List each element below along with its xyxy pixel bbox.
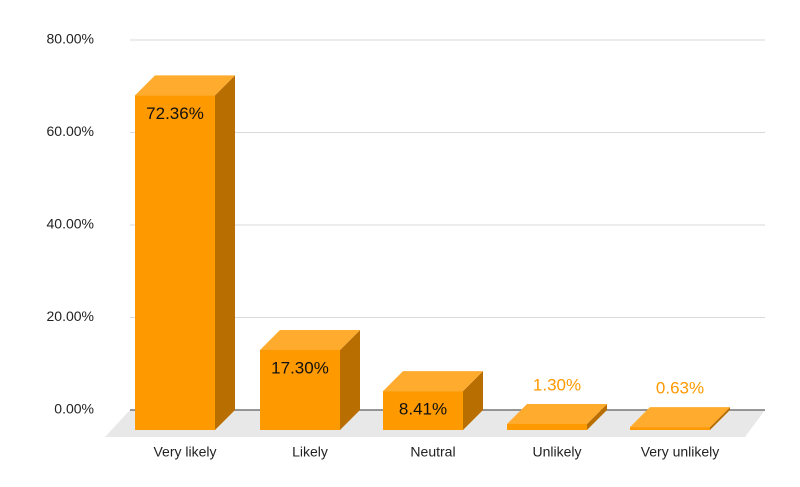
value-label: 1.30% — [533, 375, 581, 394]
value-label: 72.36% — [146, 104, 204, 123]
y-tick-label: 20.00% — [47, 308, 94, 324]
bar-side — [463, 371, 483, 430]
bar — [383, 391, 463, 430]
x-tick-label: Likely — [292, 444, 328, 460]
bar-side — [710, 407, 730, 430]
bar-side — [215, 75, 235, 431]
bar-side — [340, 329, 360, 430]
y-tick-label: 60.00% — [47, 123, 94, 139]
bar-top — [383, 371, 483, 392]
value-label: 0.63% — [656, 379, 704, 398]
bar-top — [135, 75, 235, 96]
y-tick-label: 80.00% — [47, 31, 94, 47]
x-tick-label: Very unlikely — [641, 444, 720, 460]
bar — [260, 349, 340, 430]
bar-top — [630, 407, 730, 428]
bar-top — [260, 329, 360, 350]
value-label: 8.41% — [399, 400, 447, 419]
x-tick-label: Very likely — [153, 444, 216, 460]
bar — [630, 427, 710, 430]
bar — [507, 423, 587, 430]
bar-side — [587, 403, 607, 430]
bar-top — [507, 403, 607, 424]
bar — [135, 95, 215, 431]
y-tick-label: 0.00% — [54, 401, 94, 417]
x-tick-label: Unlikely — [532, 444, 581, 460]
x-tick-label: Neutral — [410, 444, 455, 460]
value-label: 17.30% — [271, 358, 329, 377]
y-tick-label: 40.00% — [47, 216, 94, 232]
